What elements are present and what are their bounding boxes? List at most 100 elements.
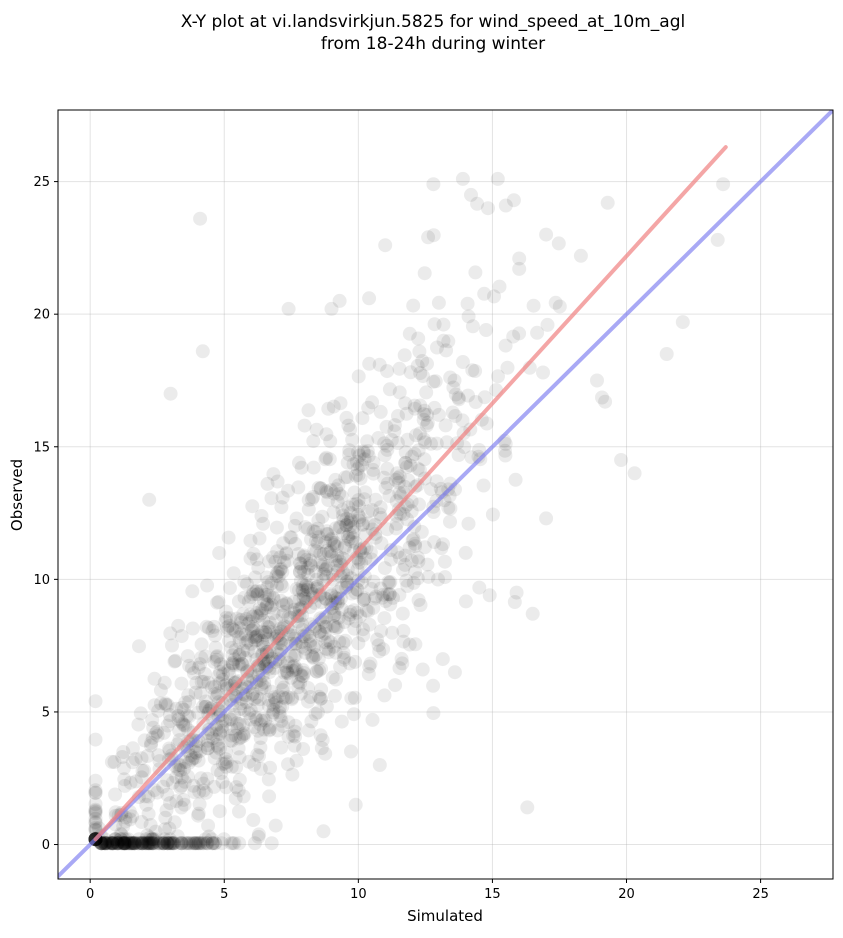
scatter-point xyxy=(402,540,417,555)
scatter-point xyxy=(244,623,259,638)
scatter-point xyxy=(226,658,241,672)
scatter-point xyxy=(182,658,197,673)
scatter-point xyxy=(171,836,186,851)
scatter-point xyxy=(270,579,284,594)
scatter-point xyxy=(234,615,249,630)
scatter-point xyxy=(321,559,335,573)
scatter-point xyxy=(278,659,293,674)
scatter-point xyxy=(116,819,131,834)
scatter-point xyxy=(234,691,249,706)
scatter-point xyxy=(143,830,158,845)
scatter-point xyxy=(249,584,263,599)
scatter-point xyxy=(252,531,267,546)
scatter-point xyxy=(262,722,277,737)
scatter-point xyxy=(135,836,150,851)
scatter-point xyxy=(316,547,331,561)
scatter-point xyxy=(373,581,388,596)
scatter-point xyxy=(326,619,341,633)
scatter-point xyxy=(353,609,368,624)
scatter-point xyxy=(310,521,325,536)
scatter-point xyxy=(88,816,103,830)
scatter-point xyxy=(294,669,309,684)
scatter-point xyxy=(176,718,191,732)
scatter-point xyxy=(245,587,260,602)
scatter-point xyxy=(183,748,198,763)
scatter-point xyxy=(112,836,127,851)
y-tick-label: 0 xyxy=(42,838,50,853)
scatter-point xyxy=(434,541,449,556)
plot-frame xyxy=(57,109,834,880)
scatter-point xyxy=(125,836,140,851)
scatter-point xyxy=(163,626,178,641)
scatter-point xyxy=(183,836,198,851)
scatter-point xyxy=(419,418,434,433)
scatter-point xyxy=(380,438,395,453)
scatter-point xyxy=(180,708,195,723)
scatter-point xyxy=(274,740,289,755)
scatter-point xyxy=(213,727,227,742)
scatter-point xyxy=(498,436,513,451)
scatter-point xyxy=(227,675,242,690)
scatter-point xyxy=(125,741,140,756)
scatter-point xyxy=(198,699,213,714)
scatter-point xyxy=(171,709,186,723)
scatter-point xyxy=(146,720,161,735)
scatter-point xyxy=(118,832,133,847)
scatter-point xyxy=(266,705,281,720)
scatter-point xyxy=(421,230,436,245)
scatter-point xyxy=(248,630,263,645)
scatter-point xyxy=(144,836,159,851)
scatter-point xyxy=(383,552,398,567)
x-tick-label: 10 xyxy=(350,887,367,902)
scatter-point xyxy=(158,696,173,711)
scatter-point xyxy=(281,757,295,772)
scatter-point xyxy=(260,597,275,612)
scatter-point xyxy=(276,680,291,695)
scatter-point xyxy=(163,714,178,729)
scatter-point xyxy=(311,651,326,666)
scatter-point xyxy=(347,690,362,705)
scatter-point xyxy=(254,633,269,648)
scatter-point xyxy=(274,577,288,591)
scatter-point xyxy=(431,295,446,310)
scatter-point xyxy=(217,660,231,675)
scatter-point xyxy=(319,592,334,606)
scatter-point xyxy=(177,797,192,812)
x-axis-ticks: 0 5 10 15 20 25 xyxy=(86,879,769,902)
scatter-point xyxy=(262,589,277,603)
scatter-point xyxy=(146,836,161,851)
scatter-point xyxy=(329,482,344,497)
scatter-point xyxy=(256,516,271,531)
scatter-point xyxy=(215,757,230,771)
scatter-point xyxy=(340,529,355,544)
scatter-point xyxy=(365,503,380,518)
scatter-point xyxy=(191,836,206,851)
scatter-point xyxy=(289,582,304,596)
scatter-point xyxy=(162,832,177,847)
scatter-point xyxy=(239,635,254,650)
scatter-point xyxy=(326,608,341,623)
scatter-point xyxy=(229,760,244,775)
scatter-point xyxy=(201,733,215,748)
scatter-point xyxy=(140,836,155,851)
scatter-point xyxy=(498,338,513,353)
scatter-point xyxy=(363,545,378,560)
scatter-point xyxy=(196,836,211,851)
scatter-point xyxy=(225,621,240,636)
scatter-point xyxy=(174,700,189,715)
scatter-point xyxy=(468,265,483,280)
scatter-point xyxy=(364,581,379,596)
scatter-point xyxy=(105,836,120,851)
scatter-point xyxy=(377,561,392,576)
scatter-point xyxy=(445,405,460,420)
scatter-point xyxy=(512,261,527,276)
scatter-point xyxy=(417,403,432,418)
scatter-point xyxy=(399,573,414,588)
scatter-point xyxy=(205,836,220,851)
scatter-point xyxy=(303,553,318,568)
scatter-point xyxy=(406,575,421,590)
scatter-point xyxy=(173,758,188,773)
chart-subtitle: from 18-24h during winter xyxy=(321,34,545,54)
scatter-point xyxy=(150,728,165,743)
scatter-point xyxy=(357,452,372,467)
